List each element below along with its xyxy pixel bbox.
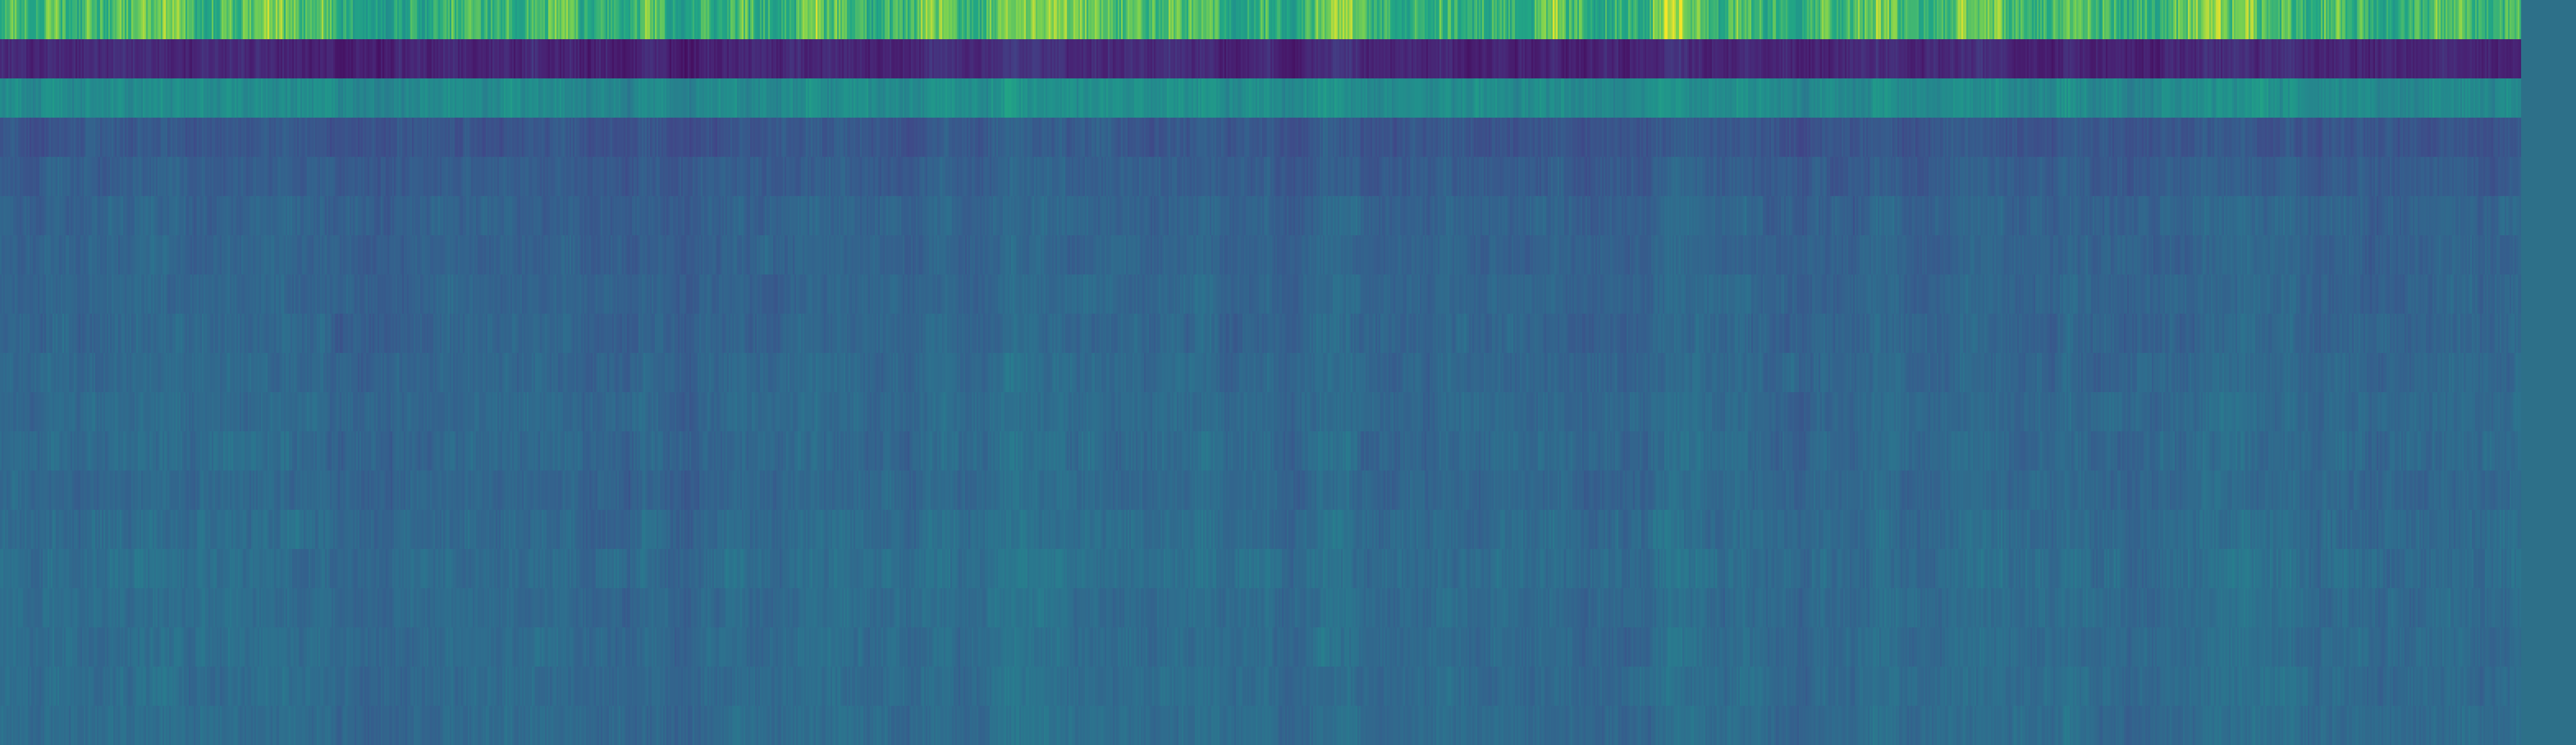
heatmap-row-1 [0,39,2522,79]
heatmap-row-0 [0,0,2522,40]
heatmap-rows [0,0,2522,745]
